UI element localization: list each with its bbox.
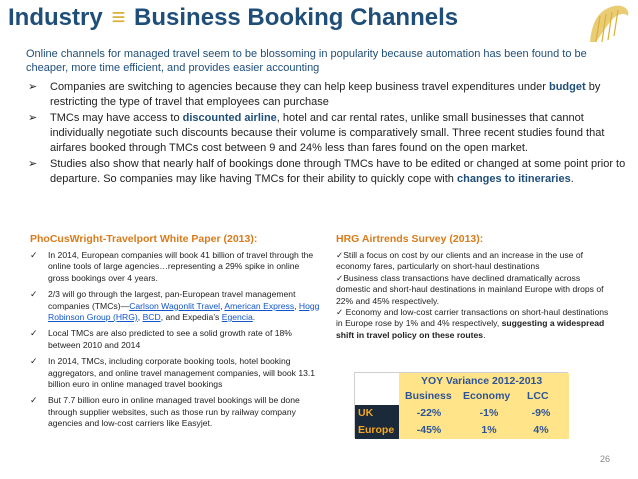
cell-europe-business: -45% xyxy=(416,424,442,436)
link-egencia[interactable]: Egencia xyxy=(221,312,253,323)
hrg-point: ✓ Economy and low-cost carrier transacti… xyxy=(336,307,614,341)
table-body: UK -22% -1% -9% Europe -45% 1% 4% xyxy=(355,405,569,439)
list-item-text: In 2014, TMCs, including corporate booki… xyxy=(48,356,316,390)
bullet-text: , hotel and car rental rates, unlike sma… xyxy=(50,112,605,154)
cell-europe-lcc: 4% xyxy=(533,424,549,436)
list-item-text: But 7.7 billion euro in online managed t… xyxy=(48,395,300,429)
bullet-text: Studies also show that nearly half of bo… xyxy=(50,158,626,185)
row-label-uk: UK xyxy=(355,405,399,422)
cell-europe-economy: 1% xyxy=(481,424,497,436)
hrg-point: ✓Still a focus on cost by our clients an… xyxy=(336,250,584,272)
title-main: Industry xyxy=(8,4,103,31)
list-item-text: In 2014, European companies will book 41… xyxy=(48,250,314,283)
bullet-discounts: ➢ TMCs may have access to discounted air… xyxy=(26,111,632,156)
link-bcd[interactable]: BCD xyxy=(142,312,161,323)
yoy-variance-table: YOY Variance 2012-2013 Business Economy … xyxy=(354,372,569,439)
arrow-bullet-icon: ➢ xyxy=(28,81,38,93)
check-icon: ✓ xyxy=(30,328,38,339)
list-item-text: Local TMCs are also predicted to see a s… xyxy=(48,328,292,350)
list-item: ✓ In 2014, TMCs, including corporate book… xyxy=(30,356,320,390)
intro-text: Online channels for managed travel seem … xyxy=(26,48,587,74)
check-icon: ✓ xyxy=(30,289,38,300)
bullet-text: by restricting the type of travel that e… xyxy=(50,81,601,108)
col-business: Business xyxy=(405,390,452,402)
bullet-highlight: changes to itineraries xyxy=(456,173,571,185)
bullet-text: Companies are switching to agencies beca… xyxy=(50,81,549,93)
table-header: YOY Variance 2012-2013 Business Economy … xyxy=(399,373,569,405)
title-bar: Industry ≡ Business Booking Channels xyxy=(0,0,638,46)
link-amex[interactable]: American Express xyxy=(224,300,295,311)
main-bullets: ➢ Companies are switching to agencies be… xyxy=(26,80,632,188)
right-heading: HRG Airtrends Survey (2013): xyxy=(336,233,484,245)
harp-logo-icon xyxy=(590,5,629,43)
bullet-budget: ➢ Companies are switching to agencies be… xyxy=(26,80,632,110)
left-list: ✓ In 2014, European companies will book 4… xyxy=(30,250,320,430)
list-item: ✓ 2/3 will go through the largest, pan-Eu… xyxy=(30,289,320,323)
arrow-bullet-icon: ➢ xyxy=(28,112,38,124)
hrg-point-text: ✓ Economy and low-cost carrier transacti… xyxy=(336,307,609,329)
link-hrg[interactable]: Hogg Robinson Group (HRG) xyxy=(48,300,320,323)
phocuswright-column: PhoCusWright-Travelport White Paper (201… xyxy=(30,233,320,435)
bullet-text: TMCs may have access to xyxy=(50,112,183,124)
list-item-text: 2/3 will go through the largest, pan-Eur… xyxy=(48,289,296,311)
row-label-europe: Europe xyxy=(355,422,399,439)
hrg-column: HRG Airtrends Survey (2013): ✓Still a fo… xyxy=(336,233,614,341)
col-lcc: LCC xyxy=(527,390,549,402)
bullet-text: . xyxy=(570,173,574,185)
check-icon: ✓ xyxy=(30,250,38,260)
list-item: ✓ But 7.7 billion euro in online managed … xyxy=(30,395,320,429)
list-item-text: . xyxy=(252,312,256,323)
page-title: Industry ≡ Business Booking Channels xyxy=(8,4,458,32)
check-icon: ✓ xyxy=(30,356,38,367)
cell-uk-business: -22% xyxy=(416,407,442,419)
bullet-changes: ➢ Studies also show that nearly half of … xyxy=(26,157,632,187)
table-title: YOY Variance 2012-2013 xyxy=(421,375,543,387)
list-item-text: , and Expedia’s xyxy=(160,312,222,323)
hrg-point: ✓Business class transactions have declin… xyxy=(336,272,604,306)
bullet-highlight: discounted airline xyxy=(182,112,277,124)
title-separator: ≡ xyxy=(111,4,126,31)
bullet-highlight: budget xyxy=(548,81,586,93)
link-carlson[interactable]: Carlson Wagonlit Travel xyxy=(129,300,221,311)
arrow-bullet-icon: ➢ xyxy=(28,158,38,170)
page-number: 26 xyxy=(599,454,610,464)
check-icon: ✓ xyxy=(30,395,38,406)
cell-uk-economy: -1% xyxy=(479,407,499,419)
title-rest: Business Booking Channels xyxy=(134,4,459,31)
col-economy: Economy xyxy=(463,390,511,402)
left-heading: PhoCusWright-Travelport White Paper (201… xyxy=(30,233,258,245)
cell-uk-lcc: -9% xyxy=(531,407,551,419)
hrg-point-bold: suggesting a widespread shift in travel … xyxy=(336,318,605,340)
list-item: ✓ Local TMCs are also predicted to see a … xyxy=(30,328,320,351)
list-item: ✓ In 2014, European companies will book 4… xyxy=(30,250,320,284)
hrg-point-end: . xyxy=(483,329,486,340)
